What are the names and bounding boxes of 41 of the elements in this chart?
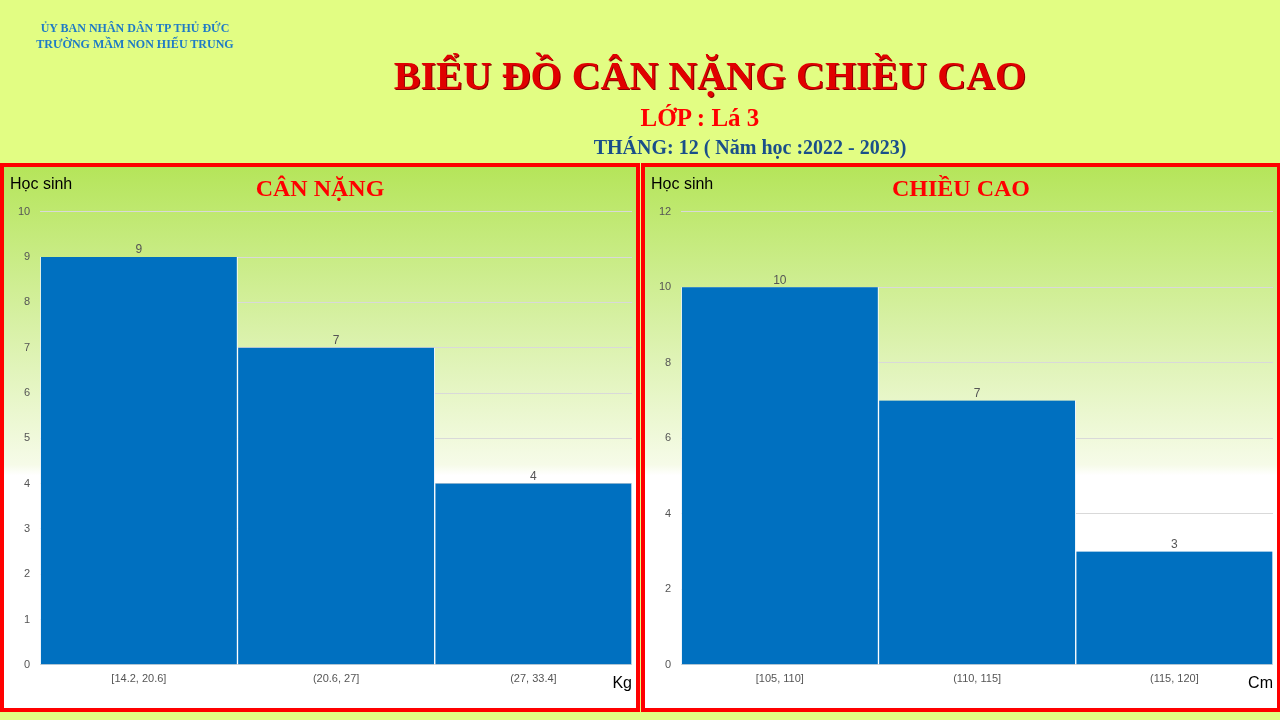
y-tick-label: 12 (658, 204, 672, 217)
x-axis-title: Kg (612, 674, 632, 692)
y-tick-label: 0 (665, 657, 672, 670)
x-tick-label: (20.6, 27] (312, 672, 360, 685)
data-label: 4 (530, 468, 538, 483)
x-tick-label: [14.2, 20.6] (111, 672, 167, 685)
data-label: 7 (332, 333, 340, 348)
chart-title: CÂN NẶNG (255, 174, 385, 201)
y-tick-label: 2 (665, 582, 672, 595)
data-label: 7 (973, 385, 981, 400)
x-tick-label: (110, 115] (953, 672, 1002, 685)
y-tick-label: 10 (17, 204, 31, 217)
y-tick-label: 4 (24, 476, 31, 489)
x-tick-label: [105, 110] (755, 672, 804, 685)
y-tick-label: 4 (665, 506, 672, 519)
x-axis-title: Cm (1248, 674, 1273, 692)
text: TRƯỜNG MẦM NON HIẾU TRUNG (35, 36, 235, 52)
y-tick-label: 0 (24, 657, 31, 670)
y-tick-label: 3 (24, 521, 31, 534)
data-label: 9 (135, 242, 143, 257)
text: LỚP : Lá 3 (639, 104, 761, 132)
text: BIỂU ĐỒ CÂN NẶNG CHIỀU CAO (392, 52, 1028, 99)
x-tick-label: (27, 33.4] (510, 672, 557, 685)
y-tick-label: 2 (24, 567, 31, 580)
chart-title: CHIỀU CAO (891, 174, 1031, 201)
y-tick-label: 6 (24, 386, 31, 399)
y-tick-label: 5 (24, 431, 31, 444)
data-label: 10 (773, 272, 787, 287)
y-axis-title: Học sinh (651, 175, 714, 193)
y-tick-label: 7 (24, 340, 31, 353)
y-tick-label: 8 (665, 355, 672, 368)
y-tick-label: 8 (24, 295, 31, 308)
y-axis-title: Học sinh (10, 175, 73, 193)
y-tick-label: 10 (658, 280, 672, 293)
text: THÁNG: 12 ( Năm học :2022 - 2023) (592, 136, 908, 159)
y-tick-label: 1 (24, 612, 31, 625)
text: ỦY BAN NHÂN DÂN TP THỦ ĐỨC (39, 20, 231, 36)
data-label: 3 (1171, 536, 1179, 551)
x-tick-label: (115, 120] (1150, 672, 1199, 685)
y-tick-label: 6 (665, 431, 672, 444)
y-tick-label: 9 (24, 250, 31, 263)
